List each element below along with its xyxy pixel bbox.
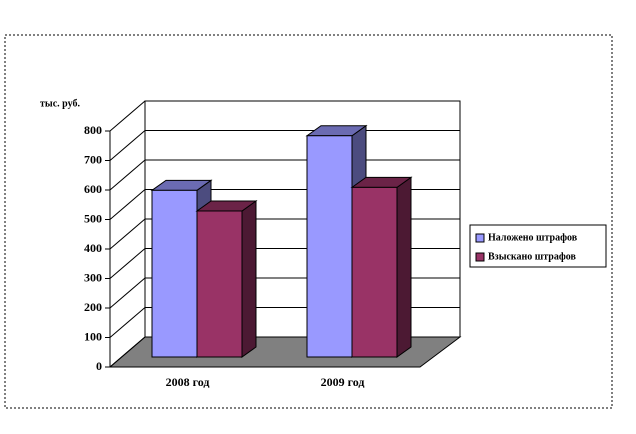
bar (196, 210, 243, 358)
y-tick-label: 500 (84, 211, 102, 225)
grid-line (109, 159, 146, 191)
grid-line (109, 130, 146, 161)
legend-swatch (475, 233, 485, 243)
grid-line (109, 189, 146, 220)
y-axis-title: тыс. руб. (40, 98, 80, 109)
y-tick-label: 100 (84, 329, 102, 343)
y-tick-label: 600 (84, 182, 102, 196)
bar-side (241, 200, 257, 358)
bar (306, 135, 353, 358)
bar (351, 186, 398, 358)
grid-line (109, 248, 146, 279)
grid-line (109, 100, 146, 132)
y-tick-label: 300 (84, 270, 102, 284)
x-tick-label: 2008 год (166, 375, 210, 389)
legend-box (469, 224, 607, 268)
legend-swatch (475, 252, 485, 262)
y-tick-label: 0 (96, 359, 102, 373)
y-tick-label: 200 (84, 300, 102, 314)
grid-line (109, 277, 146, 309)
legend-label: Наложено штрафов (488, 232, 578, 243)
y-tick-label: 700 (84, 152, 102, 166)
bar-side (396, 176, 412, 358)
y-tick-label: 800 (84, 123, 102, 137)
x-tick-label: 2009 год (321, 375, 365, 389)
y-tick-label: 400 (84, 241, 102, 255)
bar (151, 189, 198, 358)
grid-line (109, 307, 146, 338)
chart-border (4, 34, 613, 409)
legend-label: Взыскано штрафов (488, 251, 577, 262)
grid-line (109, 336, 146, 368)
grid-line (109, 218, 146, 250)
